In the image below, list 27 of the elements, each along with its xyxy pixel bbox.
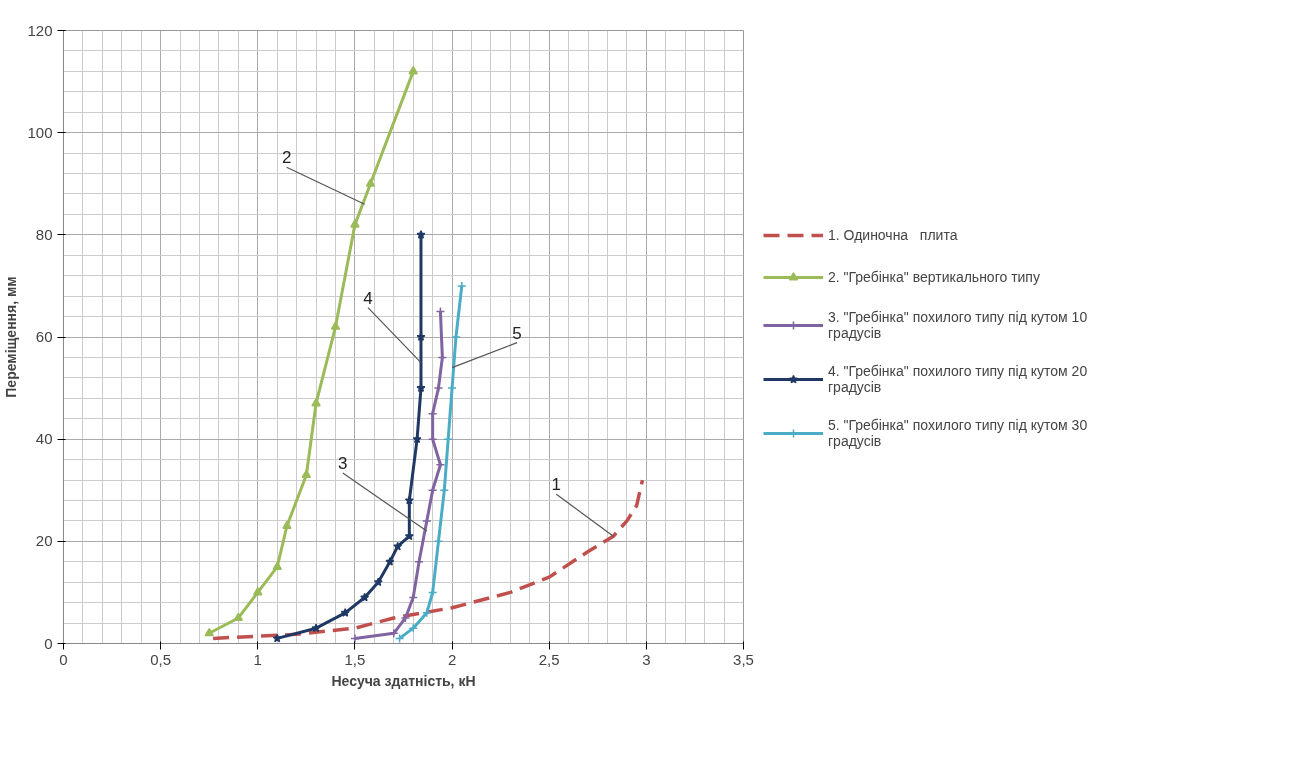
x-axis-title: Несуча здатність, кН xyxy=(331,672,476,689)
y-tick-label: 40 xyxy=(35,430,53,448)
y-tick-label: 120 xyxy=(27,21,53,39)
x-tick-label: 2 xyxy=(447,650,457,668)
x-tick-label: 0 xyxy=(59,650,68,668)
legend-label: 2. "Гребінка" вертикального типу xyxy=(828,267,1040,286)
x-tick-label: 1 xyxy=(253,650,262,668)
y-tick-label: 80 xyxy=(35,225,53,243)
y-tick-label: 20 xyxy=(35,532,53,550)
annotation: 4 xyxy=(363,288,373,308)
annotation: 5 xyxy=(512,323,522,343)
y-tick-label: 60 xyxy=(35,328,53,345)
legend-label: 1. Одиночна плита xyxy=(828,225,958,244)
x-tick-label: 3 xyxy=(642,650,651,668)
y-tick-label: 0 xyxy=(44,634,53,652)
x-tick-label: 1,5 xyxy=(344,650,366,668)
annotation: 1 xyxy=(551,475,562,495)
legend-label: 5. "Гребінка" похилого типу під кутом 30 градусів xyxy=(828,416,1088,449)
legend-label: 4. "Гребінка" похилого типу під кутом 20 градусів xyxy=(828,362,1088,395)
x-tick-label: 3,5 xyxy=(733,650,754,668)
y-tick-label: 100 xyxy=(27,123,53,141)
legend-label: 3. "Гребінка" похилого типу під кутом 10 градусів xyxy=(828,308,1088,341)
x-tick-label: 2,5 xyxy=(538,650,560,668)
y-axis-title: Переміщення, мм xyxy=(3,276,20,398)
annotation: 2 xyxy=(281,148,292,168)
annotation: 3 xyxy=(338,454,348,474)
x-tick-label: 0,5 xyxy=(150,650,172,668)
